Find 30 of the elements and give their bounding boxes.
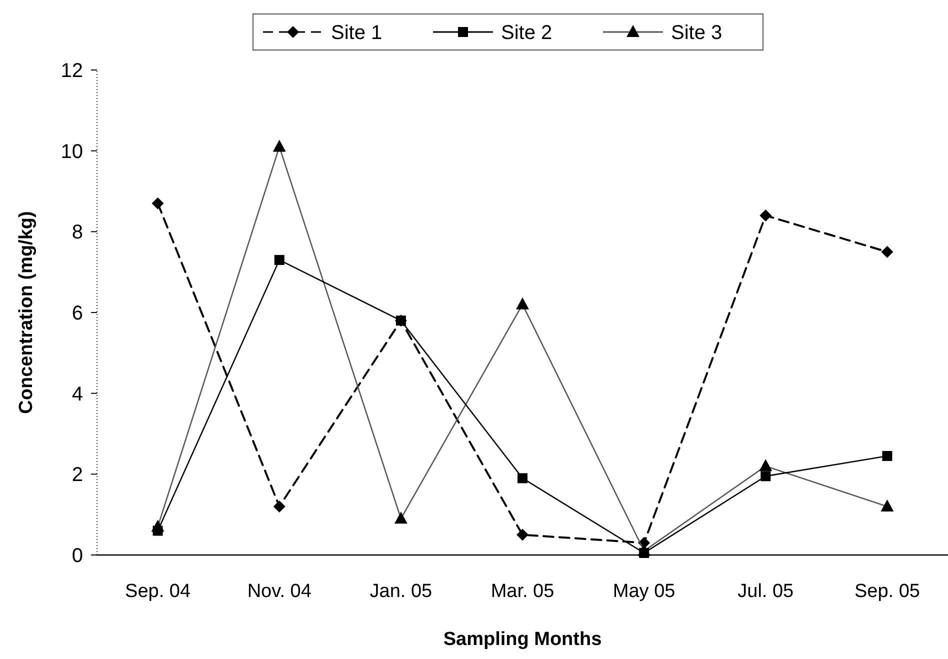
x-tick-label: Mar. 05 bbox=[490, 581, 554, 602]
point bbox=[760, 210, 772, 222]
point bbox=[516, 528, 528, 541]
point bbox=[152, 526, 163, 536]
y-tick-label: 0 bbox=[72, 545, 83, 567]
point bbox=[760, 471, 771, 482]
x-axis-title: Sampling Months bbox=[443, 629, 602, 650]
legend-label: Site 2 bbox=[501, 22, 552, 44]
legend-label: Site 3 bbox=[671, 22, 722, 44]
point bbox=[152, 197, 164, 210]
y-tick-label: 10 bbox=[60, 140, 83, 163]
y-tick-label: 6 bbox=[72, 302, 83, 324]
x-tick-label: May 05 bbox=[612, 581, 676, 602]
y-tick-label: 2 bbox=[72, 464, 83, 486]
point bbox=[518, 473, 528, 484]
point bbox=[274, 254, 284, 265]
y-tick-label: 8 bbox=[72, 222, 83, 244]
point bbox=[882, 450, 892, 461]
point bbox=[881, 246, 894, 258]
legend-label: Site 1 bbox=[331, 22, 382, 44]
point bbox=[273, 500, 286, 512]
x-tick-label: Jul. 05 bbox=[738, 581, 794, 602]
x-tick-label: Jan. 05 bbox=[370, 581, 432, 602]
y-tick-label: 4 bbox=[72, 383, 83, 406]
point bbox=[639, 548, 650, 558]
y-axis-title: Concentration (mg/kg) bbox=[16, 211, 37, 414]
x-tick-label: Sep. 04 bbox=[125, 581, 191, 602]
x-tick-label: Nov. 04 bbox=[247, 581, 312, 602]
y-tick-label: 12 bbox=[60, 60, 83, 82]
x-tick-label: Sep. 05 bbox=[854, 581, 920, 602]
